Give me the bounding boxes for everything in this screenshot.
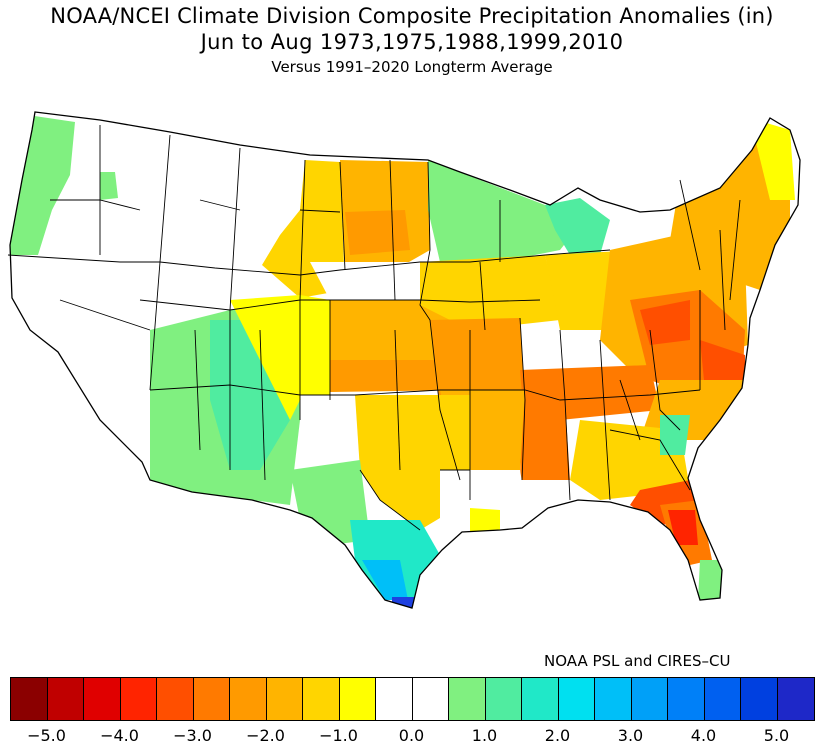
region-sc-green [660,415,690,455]
colorbar-swatch [741,678,778,720]
colorbar-swatch [595,678,632,720]
colorbar-swatch [777,678,814,720]
colorbar-tick-label: −3.0 [173,726,212,745]
colorbar-swatch [522,678,559,720]
region-florida-north [668,510,698,545]
region-new-mexico [230,295,330,420]
colorbar-swatch [704,678,741,720]
colorbar-swatch [558,678,595,720]
colorbar-swatch [485,678,522,720]
colorbar-swatch [120,678,157,720]
title-block: NOAA/NCEI Climate Division Composite Pre… [0,0,824,77]
region-west-virginia [640,300,690,345]
region-east-texas [440,470,470,530]
colorbar-swatch [193,678,230,720]
colorbar-swatch [412,678,449,720]
region-dakotas-orange [345,210,410,255]
region-virginia-coast [700,340,745,390]
colorbar-swatch [668,678,705,720]
colorbar-tick-label: 2.0 [544,726,571,745]
colorbar-tick-label: 5.0 [763,726,790,745]
colorbar-swatch [303,678,340,720]
colorbar-swatch [266,678,303,720]
colorbar-swatch [157,678,194,720]
colorbar-tick-label: −2.0 [246,726,285,745]
colorbar-tick-label: 0.0 [398,726,425,745]
colorbar-ticks: −5.0 −4.0 −3.0 −2.0 −1.0 0.0 1.0 2.0 3.0 4.0 5.0 [0,726,824,746]
colorbar-swatch [47,678,84,720]
colorbar-tick-label: 4.0 [690,726,717,745]
colorbar-tick-label: −1.0 [319,726,358,745]
region-mid-south [520,400,570,480]
region-texas-panhandle [300,395,360,470]
region-rio-grande-tip [392,597,415,608]
colorbar-swatch [339,678,376,720]
colorbar-tick-label: −5.0 [27,726,66,745]
colorbar-swatch [230,678,267,720]
colorbar-swatch [84,678,121,720]
title-line-1: NOAA/NCEI Climate Division Composite Pre… [50,4,774,28]
colorbar-swatch [11,678,48,720]
division-boundaries [7,111,801,609]
colorbar-tick-label: −4.0 [100,726,139,745]
colorbar-tick-label: 3.0 [617,726,644,745]
region-rio-grande [362,560,408,600]
region-florida-south [698,560,722,600]
region-iowa-illinois [420,255,560,330]
colorbar-swatch [376,678,413,720]
region-michigan [545,198,610,262]
colorbar-swatch [631,678,668,720]
region-nebraska [310,262,420,300]
region-louisiana-yellow [470,508,500,535]
title-line-2: Jun to Aug 1973,1975,1988,1999,2010 [200,30,624,54]
colorbar-tick-label: 1.0 [471,726,498,745]
region-maine-north [750,118,795,200]
region-midwest-green [428,160,580,262]
region-missouri [430,318,525,410]
colorbar [10,677,815,721]
title-line-3: Versus 1991–2020 Longterm Average [271,58,553,76]
region-pnw-inland [100,172,118,200]
colorbar-swatch [449,678,486,720]
credit-label: NOAA PSL and CIRES–CU [544,652,731,670]
